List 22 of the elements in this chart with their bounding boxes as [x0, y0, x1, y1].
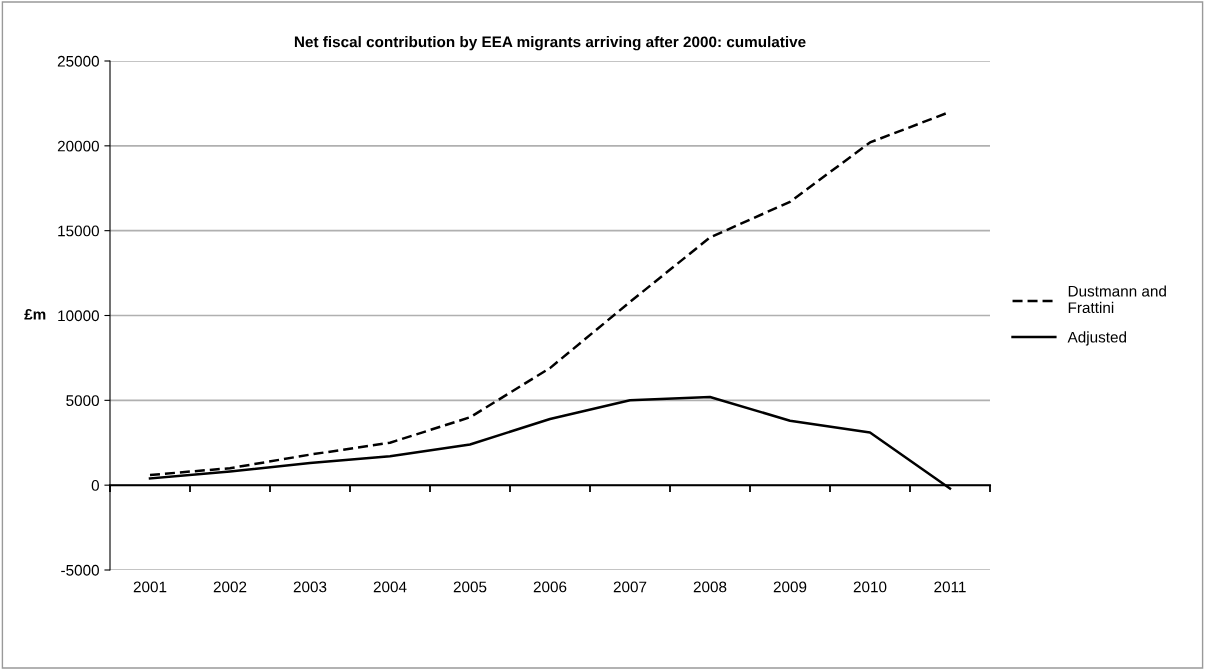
- y-tick-label: 25000: [57, 55, 99, 67]
- y-tick-label: -5000: [61, 564, 99, 576]
- x-tick-label: 2008: [693, 581, 727, 593]
- y-tick-label: 0: [91, 480, 99, 491]
- chart-title: Net fiscal contribution by EEA migrants arriving after 2000: cumulative: [294, 36, 806, 51]
- y-tick-label: 5000: [66, 395, 99, 407]
- x-tick-label: 2010: [853, 581, 887, 593]
- y-tick-label: 20000: [57, 140, 99, 152]
- x-tick-label: 2007: [613, 581, 647, 593]
- legend-label: Dustmann and Frattini: [1068, 285, 1166, 314]
- x-tick-label: 2011: [934, 581, 966, 593]
- y-tick-label: 15000: [58, 225, 99, 237]
- x-tick-label: 2004: [373, 581, 407, 593]
- y-tick-label: 10000: [58, 310, 99, 322]
- x-tick-label: 2005: [453, 581, 487, 593]
- x-tick-label: 2001: [133, 581, 167, 593]
- x-tick-label: 2006: [533, 581, 567, 593]
- y-axis-title: £m: [24, 308, 46, 320]
- x-tick-label: 2009: [773, 581, 807, 593]
- legend-label: Adjusted: [1067, 331, 1127, 346]
- x-tick-label: 2003: [293, 581, 327, 593]
- x-tick-label: 2002: [213, 581, 247, 593]
